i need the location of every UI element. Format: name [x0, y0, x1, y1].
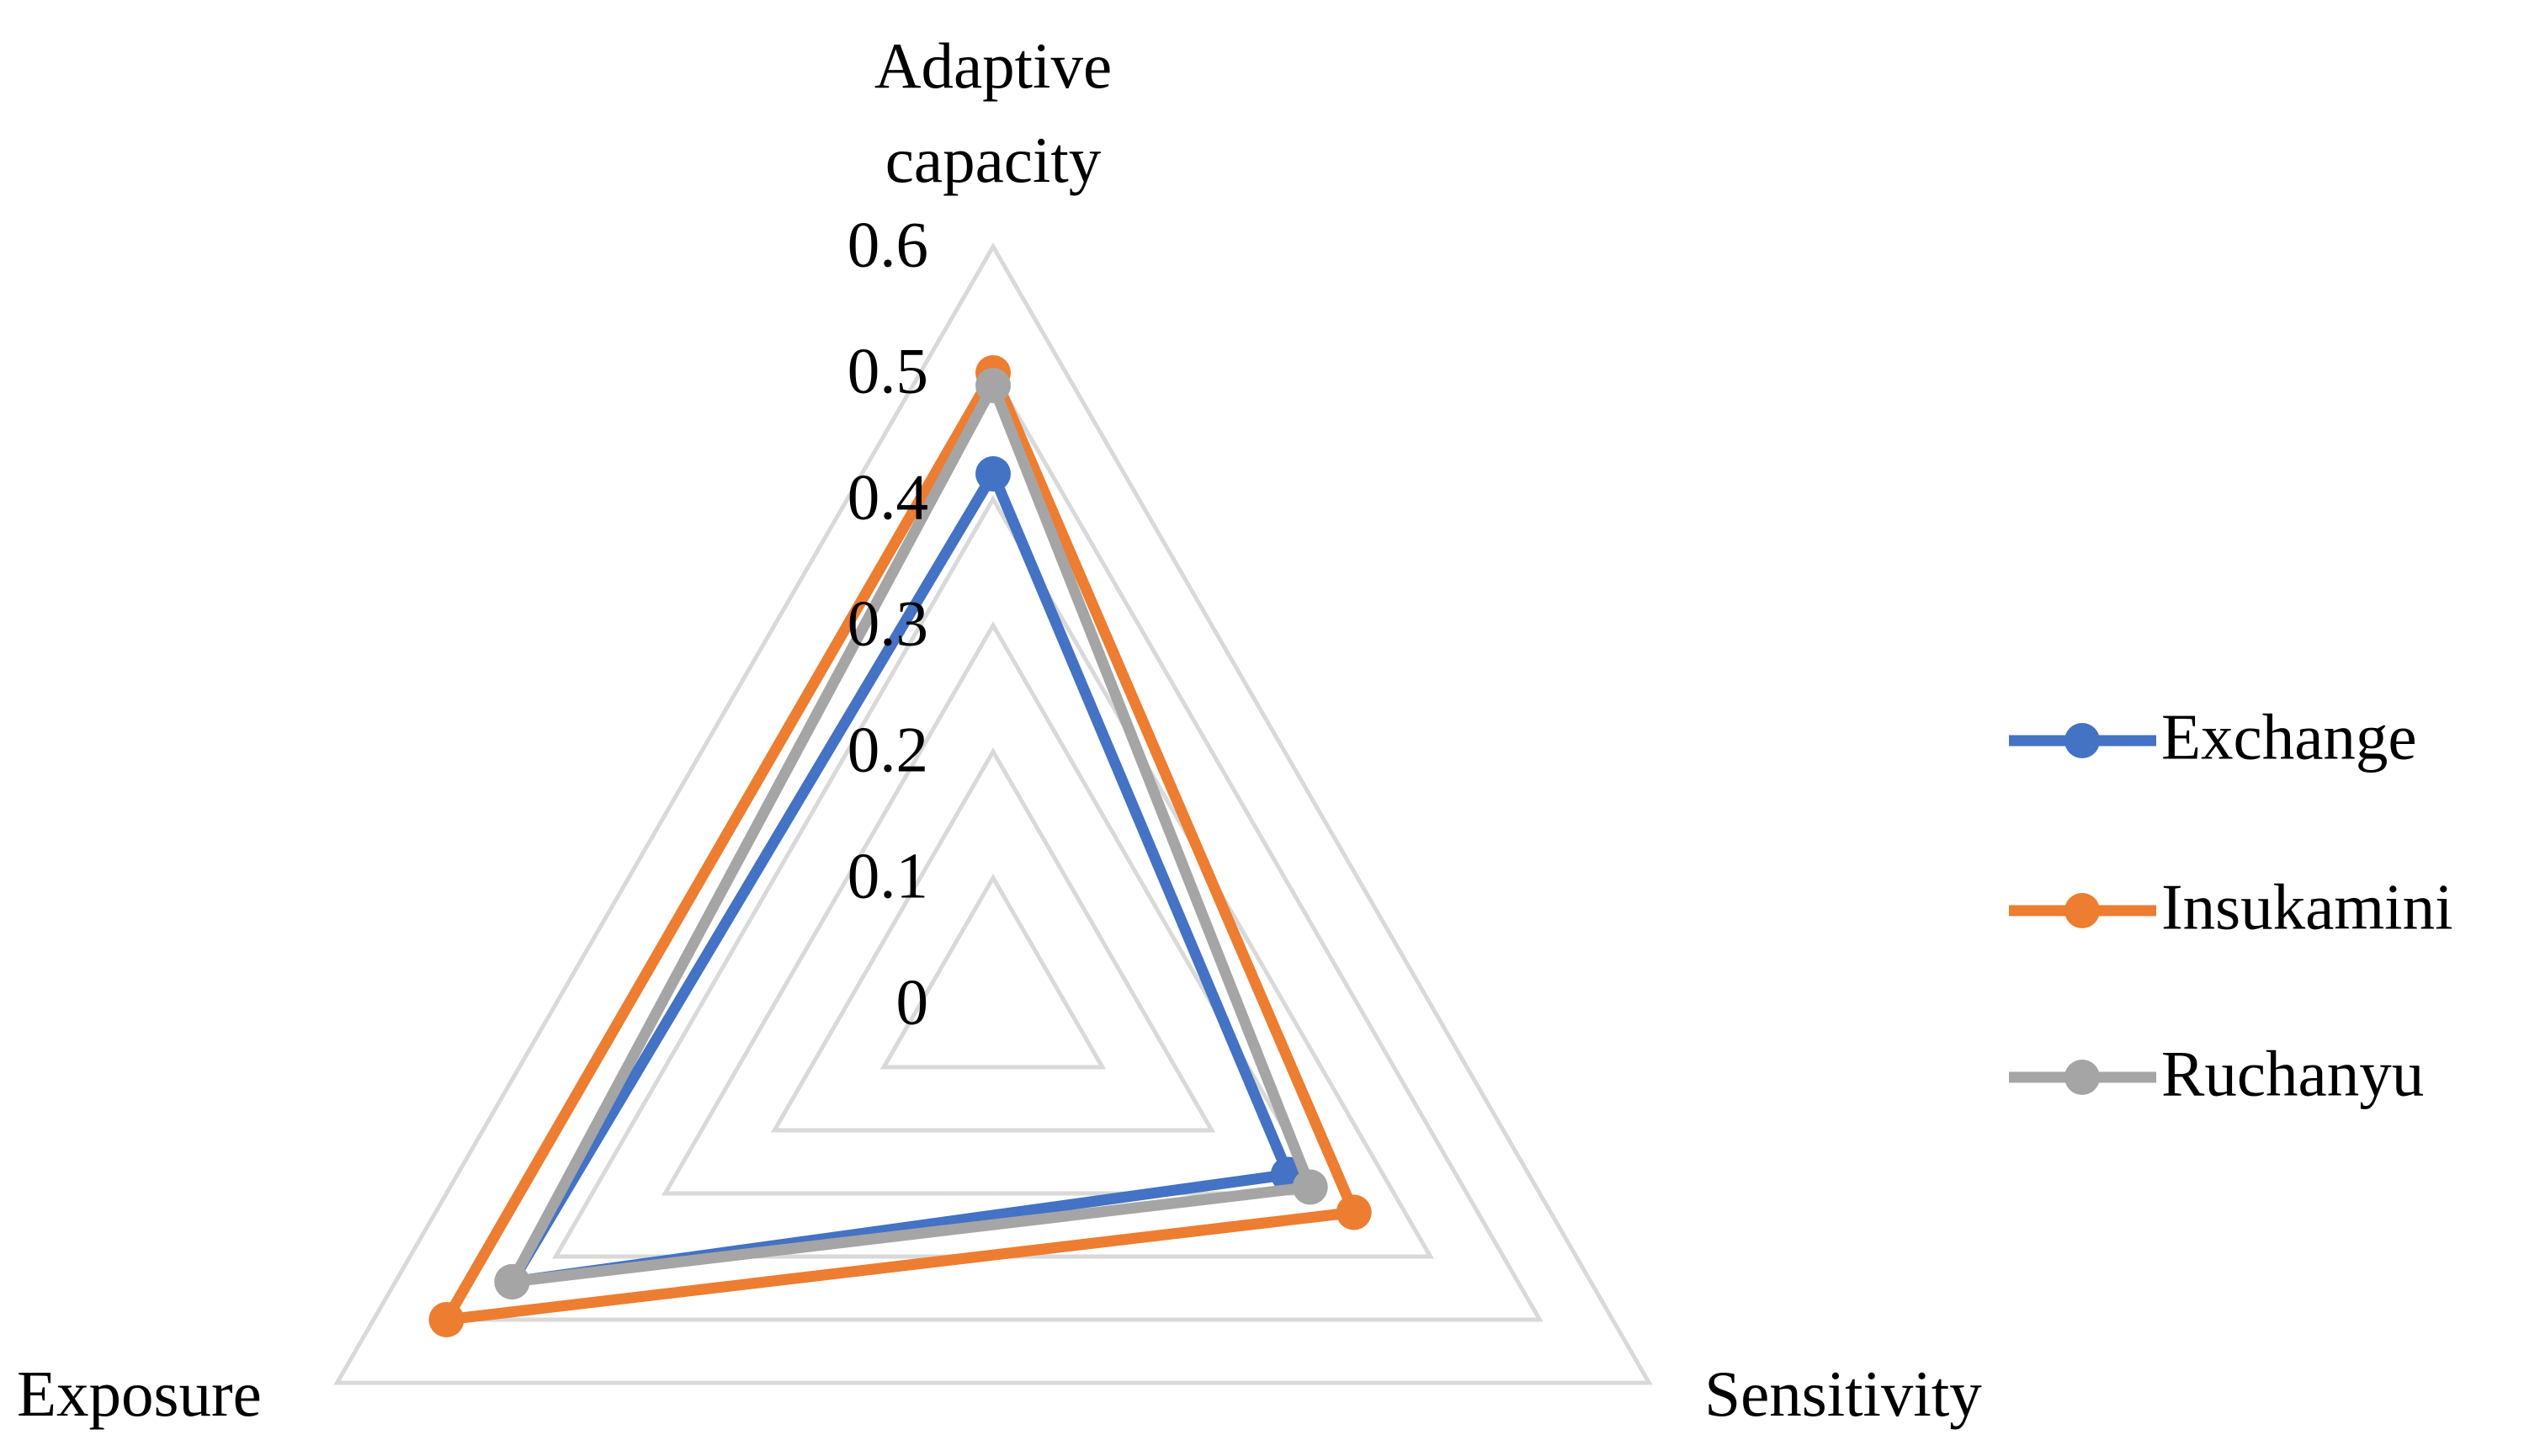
- series-line: [440, 367, 1360, 1326]
- r-tick-label: 0.6: [848, 209, 928, 281]
- grid-line: [661, 620, 1326, 1196]
- data-point: [428, 1302, 465, 1337]
- r-tick-label: 0: [896, 966, 929, 1039]
- series-line: [506, 468, 1294, 1288]
- r-tick-label: 0.1: [848, 840, 928, 912]
- data-point: [1336, 1194, 1372, 1230]
- data-point: [1292, 1169, 1328, 1205]
- grid-line: [879, 873, 1107, 1070]
- data-point: [494, 1264, 530, 1299]
- axis-label: Adaptive capacity: [874, 29, 1113, 196]
- legend-label: Exchange: [2161, 701, 2417, 773]
- r-tick-label: 0.3: [848, 587, 928, 660]
- grid-line: [770, 747, 1216, 1133]
- grid-line: [443, 368, 1544, 1322]
- axis-label: Sensitivity: [1704, 1358, 1982, 1430]
- axis-label: Exposure: [17, 1358, 262, 1430]
- legend-marker: [2064, 1060, 2100, 1095]
- r-tick-label: 0.4: [848, 461, 928, 534]
- series-line: [506, 380, 1316, 1288]
- r-tick-label: 0.2: [848, 714, 928, 786]
- legend-label: Ruchanyu: [2161, 1038, 2424, 1110]
- grid-line: [333, 242, 1653, 1385]
- legend-marker: [2064, 893, 2100, 928]
- legend-label: Insukamini: [2161, 871, 2452, 943]
- r-tick-label: 0.5: [848, 335, 928, 407]
- legend-marker: [2064, 723, 2100, 758]
- data-point: [975, 456, 1011, 492]
- data-point: [975, 368, 1011, 403]
